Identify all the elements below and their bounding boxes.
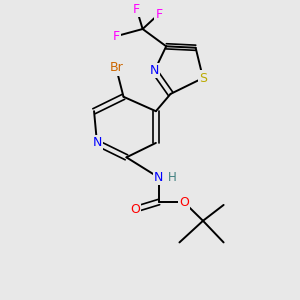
- Text: F: F: [133, 3, 140, 16]
- Text: N: N: [150, 64, 159, 77]
- Text: O: O: [130, 203, 140, 216]
- Text: H: H: [168, 171, 176, 184]
- Text: N: N: [92, 136, 102, 149]
- Text: F: F: [155, 8, 162, 20]
- Text: S: S: [199, 71, 207, 85]
- Text: O: O: [179, 196, 189, 208]
- Text: N: N: [154, 171, 164, 184]
- Text: F: F: [112, 30, 120, 43]
- Text: Br: Br: [109, 61, 123, 74]
